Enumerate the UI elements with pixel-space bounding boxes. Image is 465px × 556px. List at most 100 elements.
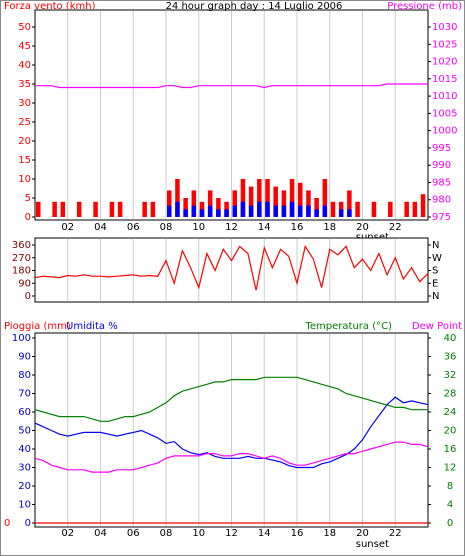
- y-tick-label: 80: [18, 370, 31, 381]
- y-tick-label: 90: [18, 278, 31, 289]
- y2-tick-label: W: [432, 253, 442, 264]
- y2-tick-label: 1030: [432, 22, 457, 33]
- y2-tick-label: S: [432, 266, 438, 277]
- y2-tick-label: 32: [444, 370, 457, 381]
- y-tick-label: 60: [18, 407, 31, 418]
- bar: [248, 186, 254, 217]
- bar: [265, 201, 270, 217]
- bar: [273, 186, 278, 217]
- bar: [167, 190, 172, 217]
- y-tick-label: 10: [18, 174, 31, 185]
- x-tick-label: 10: [192, 222, 205, 233]
- bar: [224, 209, 229, 217]
- series-line: [34, 441, 429, 473]
- bar: [167, 205, 172, 217]
- bar: [314, 198, 319, 217]
- bar: [175, 179, 180, 217]
- bar: [298, 182, 303, 217]
- y2-tick-label: 990: [432, 160, 451, 171]
- x-tick-label: 06: [127, 222, 140, 233]
- y-tick-label: 40: [18, 444, 31, 455]
- x-tick-label: 04: [94, 222, 107, 233]
- x-tick-label: 12: [225, 222, 238, 233]
- legend-entry: Pioggia (mm): [4, 321, 71, 332]
- y-tick-label: 25: [18, 117, 31, 128]
- y2-tick-label: 24: [444, 407, 457, 418]
- bar: [347, 209, 352, 217]
- bar: [150, 201, 156, 217]
- bar: [60, 201, 66, 217]
- legend-entry: Umidita %: [66, 321, 118, 332]
- bar: [388, 201, 393, 217]
- bar: [240, 179, 246, 217]
- y2-tick-label: 20: [444, 426, 457, 437]
- bar: [183, 198, 188, 217]
- bar: [306, 205, 311, 217]
- x-tick-label: 14: [258, 222, 271, 233]
- bar: [281, 190, 287, 217]
- x-tick-label: 12: [225, 528, 238, 539]
- x-tick-label: 08: [160, 222, 173, 233]
- y2-tick-label: 1010: [432, 91, 457, 102]
- bar: [117, 201, 123, 217]
- y-tick-label: 45: [18, 41, 31, 52]
- y-tick-label: 40: [18, 60, 31, 71]
- y-tick-label: 10: [18, 500, 31, 511]
- bar: [248, 205, 254, 217]
- bar: [347, 190, 352, 217]
- bar: [265, 179, 270, 217]
- y-tick-label: 270: [12, 253, 31, 264]
- y2-tick-label: 980: [432, 195, 451, 206]
- x-tick-label: 20: [356, 528, 369, 539]
- y-tick-label: 30: [18, 98, 31, 109]
- x-tick-label: 16: [291, 528, 304, 539]
- bar: [289, 179, 295, 217]
- bar: [191, 205, 197, 217]
- bar: [306, 190, 311, 217]
- bar: [52, 201, 57, 217]
- y2-tick-label: 975: [432, 212, 451, 223]
- y-tick-label: 20: [18, 136, 31, 147]
- bar: [183, 209, 188, 217]
- bar: [207, 205, 213, 217]
- y2-tick-label: 1020: [432, 57, 457, 68]
- bar: [175, 201, 180, 217]
- x-tick-label: 22: [389, 528, 402, 539]
- bar: [330, 201, 336, 217]
- y2-tick-label: 985: [432, 177, 451, 188]
- series-line: [34, 376, 428, 422]
- bar: [199, 209, 205, 217]
- series-line: [34, 244, 429, 291]
- x-tick-label: 22: [389, 222, 402, 233]
- legend-entry: Temperatura (°C): [304, 321, 392, 332]
- chart-title: 24 hour graph day : 14 Luglio 2006: [166, 1, 343, 12]
- bar: [36, 201, 41, 217]
- y2-tick-label: N: [432, 291, 439, 302]
- series-line: [34, 396, 429, 469]
- bar: [216, 209, 221, 217]
- x-tick-label: 10: [192, 528, 205, 539]
- bar: [109, 201, 115, 217]
- bar: [232, 190, 238, 217]
- legend-entry: Dew Point: [412, 321, 462, 332]
- bar: [76, 201, 82, 217]
- y2-tick-label: 40: [444, 333, 457, 344]
- bar: [240, 201, 246, 217]
- bar: [207, 190, 213, 217]
- y-tick-label: 360: [12, 240, 31, 251]
- bar: [273, 205, 278, 217]
- y-tick-label: 0: [25, 291, 31, 302]
- bar: [322, 205, 328, 217]
- y2-tick-label: 1000: [432, 126, 457, 137]
- y-tick-label: 30: [18, 463, 31, 474]
- y2-tick-label: 0: [447, 518, 453, 529]
- y-tick-label: 15: [18, 155, 31, 166]
- x-tick-label: 18: [323, 222, 336, 233]
- bar: [412, 201, 418, 217]
- bar: [281, 205, 287, 217]
- y2-tick-label: 1015: [432, 74, 457, 85]
- y-tick-label: 5: [25, 193, 31, 204]
- y2-tick-label: 8: [447, 481, 453, 492]
- bar: [257, 201, 262, 217]
